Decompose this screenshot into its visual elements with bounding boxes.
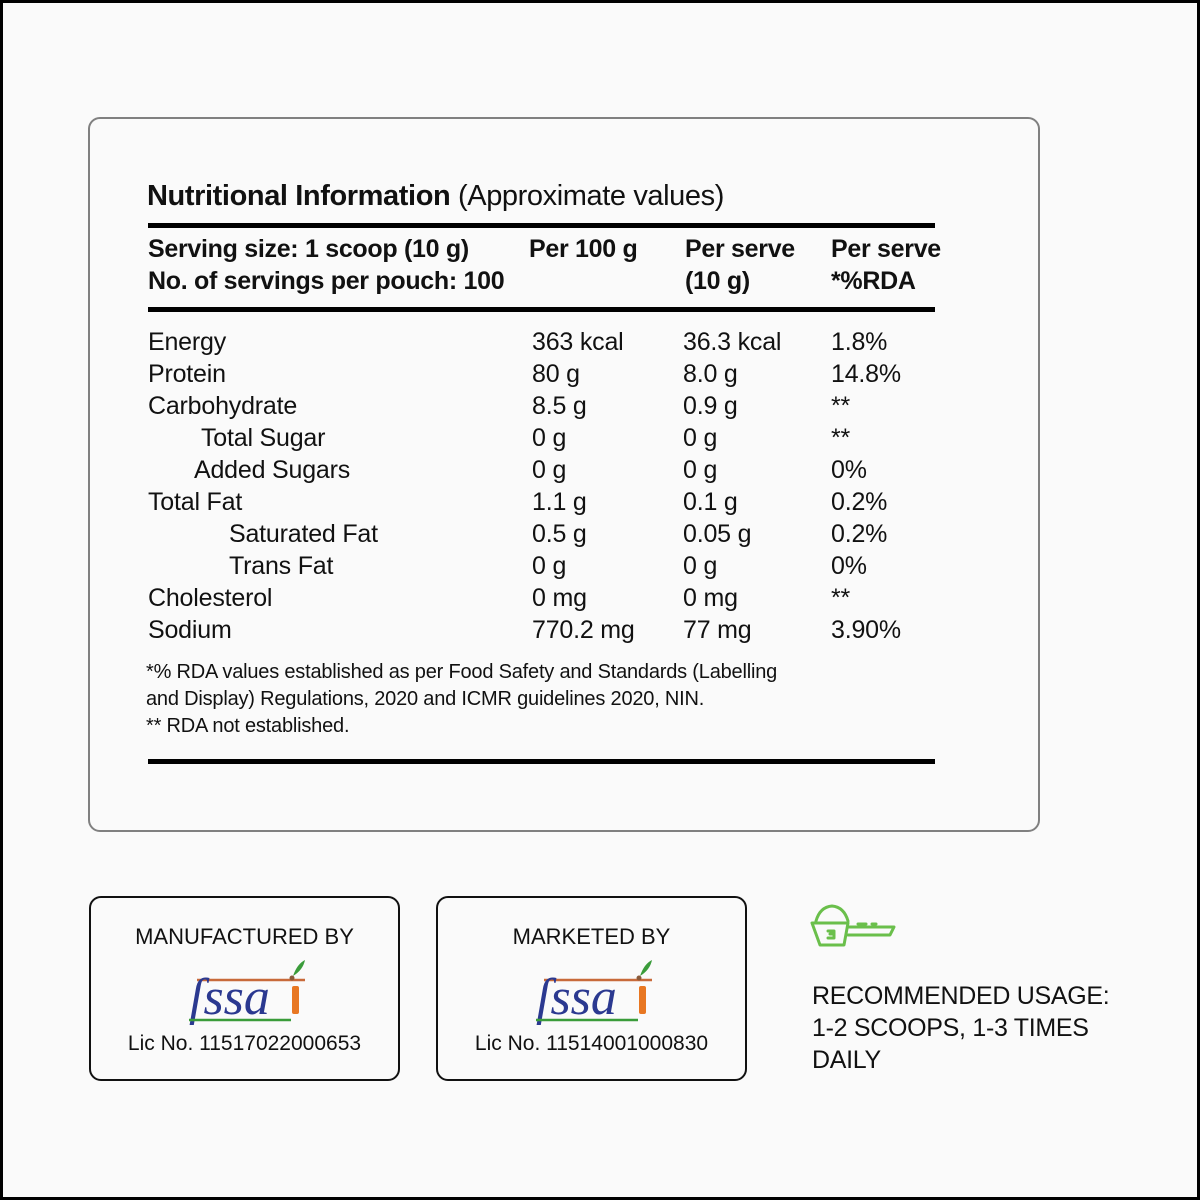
bottom-rule [148, 759, 935, 764]
per100-value: 0.5 g [532, 520, 587, 548]
usage-line-1: RECOMMENDED USAGE: [812, 982, 1110, 1010]
perserve-value: 77 mg [683, 616, 752, 644]
nutrient-name: Energy [148, 328, 227, 356]
per100-value: 8.5 g [532, 392, 587, 420]
card-label: MANUFACTURED BY [135, 924, 354, 949]
nutrient-name: Protein [148, 360, 226, 388]
perserve-value: 0 g [683, 456, 718, 484]
license-number: Lic No. 11514001000830 [474, 1032, 709, 1055]
nutrient-name: Total Sugar [201, 424, 326, 452]
perserve-value: 8.0 g [683, 360, 738, 388]
svg-text:ſssa: ſssa [536, 969, 617, 1026]
fssai-logo-icon: ſssa [188, 960, 305, 1026]
nutrient-name: Added Sugars [194, 456, 351, 484]
col-header-per100: Per 100 g [529, 235, 638, 263]
col-header-rda: Per serve *%RDA [831, 235, 941, 295]
perserve-value: 0 g [683, 552, 718, 580]
footnote-rda-not-established: ** RDA not established. [146, 715, 350, 737]
per100-value: 0 g [532, 424, 567, 452]
footnote-rda-source-cont: and Display) Regulations, 2020 and ICMR … [146, 688, 705, 710]
rda-value: 14.8% [831, 360, 901, 388]
per100-value: 0 mg [532, 584, 587, 612]
rda-value: ** [831, 424, 851, 452]
top-rule [148, 223, 935, 228]
rda-value: ** [831, 392, 851, 420]
svg-text:ſssa: ſssa [189, 969, 270, 1026]
marketed-by-card: MARKETED BY ſssa Lic No. 11514001000830 [436, 896, 747, 1081]
manufactured-by-card: MANUFACTURED BY ſssa Lic No. 11517022000… [89, 896, 400, 1081]
nutrient-name: Trans Fat [229, 552, 334, 580]
header-rule [148, 307, 935, 312]
rda-value: 1.8% [831, 328, 888, 356]
per100-value: 0 g [532, 456, 567, 484]
usage-line-3: DAILY [812, 1046, 881, 1074]
rda-value: 3.90% [831, 616, 901, 644]
card-label: MARKETED BY [512, 924, 671, 949]
serving-size: Serving size: 1 scoop (10 g) [148, 235, 469, 263]
perserve-value: 36.3 kcal [683, 328, 782, 356]
per100-value: 1.1 g [532, 488, 587, 516]
per100-value: 363 kcal [532, 328, 624, 356]
perserve-value: 0.05 g [683, 520, 752, 548]
rda-value: 0% [831, 456, 867, 484]
rda-value: 0.2% [831, 520, 888, 548]
nutrient-name: Carbohydrate [148, 392, 298, 420]
nutrient-name: Sodium [148, 616, 232, 644]
servings-per-pouch: No. of servings per pouch: 100 [148, 267, 505, 295]
per100-value: 770.2 mg [532, 616, 635, 644]
fssai-logo-icon: ſssa [535, 960, 652, 1026]
perserve-value: 0.1 g [683, 488, 738, 516]
title-rest: (Approximate values) [450, 180, 725, 212]
per100-value: 80 g [532, 360, 580, 388]
perserve-value: 0 g [683, 424, 718, 452]
license-number: Lic No. 11517022000653 [127, 1032, 362, 1055]
rda-value: 0% [831, 552, 867, 580]
footnote-rda-source: *% RDA values established as per Food Sa… [146, 661, 778, 683]
rda-value: 0.2% [831, 488, 888, 516]
recommended-usage: RECOMMENDED USAGE: 1-2 SCOOPS, 1-3 TIMES… [812, 980, 1110, 1076]
nutrition-title: Nutritional Information (Approximate val… [147, 180, 724, 213]
nutrient-name: Cholesterol [148, 584, 273, 612]
scoop-icon [810, 904, 896, 947]
nutrient-name: Total Fat [148, 488, 243, 516]
perserve-value: 0 mg [683, 584, 738, 612]
nutrient-name: Saturated Fat [229, 520, 378, 548]
per100-value: 0 g [532, 552, 567, 580]
col-header-perserve: Per serve (10 g) [685, 235, 795, 295]
title-bold: Nutritional Information [147, 180, 451, 212]
rda-value: ** [831, 584, 851, 612]
serving-info: Serving size: 1 scoop (10 g) No. of serv… [148, 233, 505, 297]
footnotes: *% RDA values established as per Food Sa… [146, 659, 777, 740]
perserve-value: 0.9 g [683, 392, 738, 420]
usage-line-2: 1-2 SCOOPS, 1-3 TIMES [812, 1014, 1089, 1042]
nutrition-panel [88, 117, 1040, 832]
